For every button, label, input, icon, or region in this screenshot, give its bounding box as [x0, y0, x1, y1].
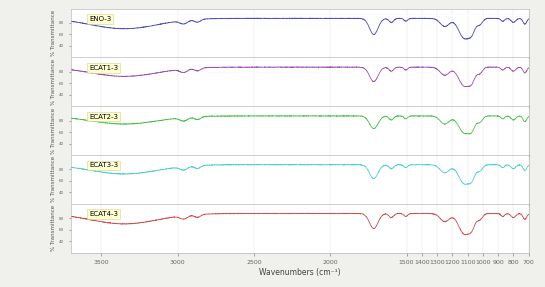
Y-axis label: % Transmittance: % Transmittance	[51, 59, 56, 105]
X-axis label: Wavenumbers (cm⁻¹): Wavenumbers (cm⁻¹)	[259, 268, 341, 277]
Text: ECAT3-3: ECAT3-3	[89, 162, 118, 168]
Y-axis label: % Transmittance: % Transmittance	[51, 156, 56, 202]
Y-axis label: % Transmittance: % Transmittance	[51, 108, 56, 154]
Text: ECAT2-3: ECAT2-3	[89, 114, 118, 120]
Text: ECAT4-3: ECAT4-3	[89, 211, 118, 217]
Y-axis label: % Transmittance: % Transmittance	[51, 10, 56, 56]
Y-axis label: % Transmittance: % Transmittance	[51, 205, 56, 251]
Text: ENO-3: ENO-3	[89, 16, 111, 22]
Text: ECAT1-3: ECAT1-3	[89, 65, 118, 71]
